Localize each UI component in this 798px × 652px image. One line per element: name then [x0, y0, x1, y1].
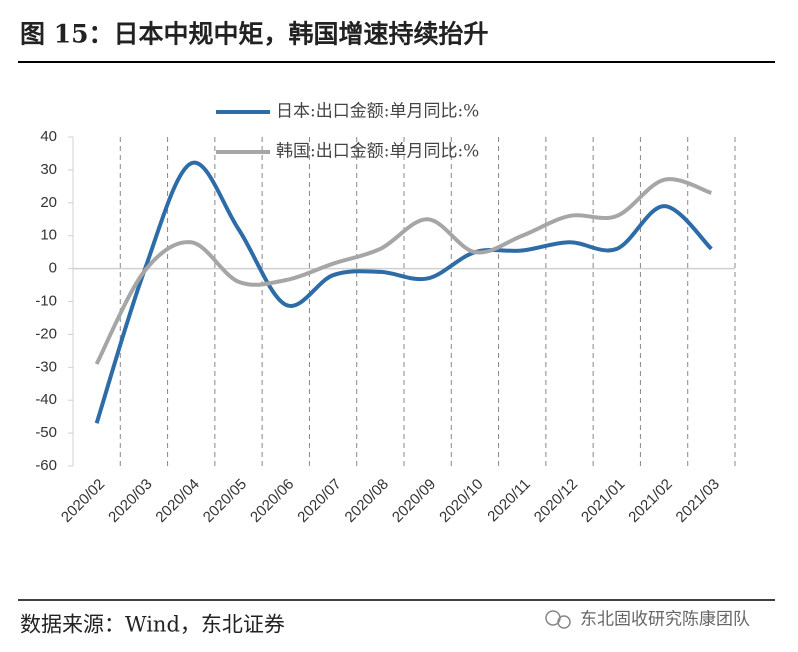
y-tick-label: 20: [40, 194, 57, 211]
y-tick-label: 40: [40, 128, 57, 145]
x-tick-label: 2020/02: [58, 476, 108, 526]
x-tick-label: 2021/01: [578, 476, 628, 526]
x-tick-label: 2020/03: [105, 476, 155, 526]
x-tick-label: 2020/05: [200, 476, 250, 526]
y-tick-label: 0: [49, 260, 57, 277]
x-tick-label: 2020/08: [342, 476, 392, 526]
legend-label: 韩国:出口金额:单月同比:%: [276, 142, 479, 162]
y-tick-label: -10: [35, 292, 57, 309]
y-tick-label: 30: [40, 161, 57, 178]
watermark-icon: [545, 610, 571, 629]
x-tick-label: 2020/04: [152, 476, 202, 526]
x-tick-label: 2020/09: [389, 476, 439, 526]
y-tick-label: 10: [40, 227, 57, 244]
x-tick-label: 2020/12: [531, 476, 581, 526]
watermark: 东北固收研究陈康团队: [580, 610, 750, 630]
x-tick-label: 2021/03: [673, 476, 723, 526]
y-tick-label: -30: [35, 358, 57, 375]
x-tick-label: 2021/02: [625, 476, 675, 526]
y-tick-label: -50: [35, 424, 57, 441]
series-line: [94, 177, 713, 365]
x-tick-label: 2020/07: [294, 476, 344, 526]
x-tick-label: 2020/11: [484, 476, 534, 526]
y-tick-label: -20: [35, 325, 57, 342]
source: 数据来源：Wind，东北证券: [20, 613, 285, 637]
x-tick-label: 2020/06: [247, 476, 297, 526]
series-line: [94, 160, 713, 424]
y-tick-label: -60: [35, 457, 57, 474]
y-tick-label: -40: [35, 391, 57, 408]
x-tick-label: 2020/10: [436, 476, 486, 526]
chart-title: 图 15：日本中规中矩，韩国增速持续抬升: [20, 20, 489, 49]
legend-label: 日本:出口金额:单月同比:%: [276, 102, 479, 122]
